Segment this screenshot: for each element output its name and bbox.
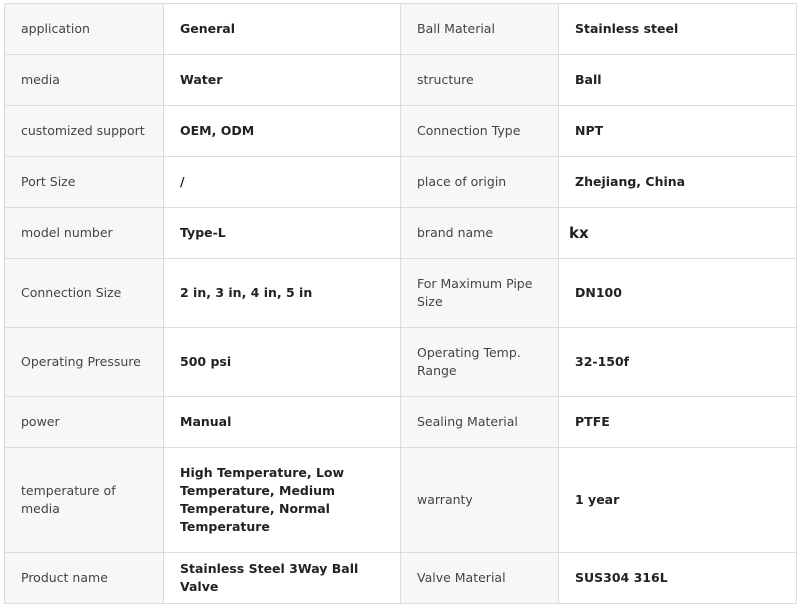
spec-value: DN100	[558, 258, 797, 328]
spec-label: temperature of media	[4, 447, 164, 553]
spec-row: Product name Stainless Steel 3Way Ball Va…	[4, 552, 797, 604]
spec-label: Valve Material	[400, 552, 559, 604]
spec-label: Operating Temp. Range	[400, 327, 559, 397]
spec-row: Operating Pressure 500 psi Operating Temp.…	[4, 327, 797, 397]
spec-label: warranty	[400, 447, 559, 553]
spec-value: 1 year	[558, 447, 797, 553]
spec-value: 32-150f	[558, 327, 797, 397]
spec-row: model number Type-L brand name kx	[4, 207, 797, 259]
spec-label: For Maximum Pipe Size	[400, 258, 559, 328]
spec-value: General	[163, 3, 401, 55]
spec-value: Stainless steel	[558, 3, 797, 55]
spec-label: application	[4, 3, 164, 55]
spec-label: place of origin	[400, 156, 559, 208]
spec-row: customized support OEM, ODM Connection Typ…	[4, 105, 797, 157]
spec-row: temperature of media High Temperature, Lo…	[4, 447, 797, 553]
spec-row: media Water structure Ball	[4, 54, 797, 106]
spec-label: media	[4, 54, 164, 106]
spec-value: Water	[163, 54, 401, 106]
spec-value: Stainless Steel 3Way Ball Valve	[163, 552, 401, 604]
spec-table: application General Ball Material Stainless…	[4, 3, 797, 604]
spec-value: SUS304 316L	[558, 552, 797, 604]
spec-label: Sealing Material	[400, 396, 559, 448]
spec-value: Manual	[163, 396, 401, 448]
spec-value: PTFE	[558, 396, 797, 448]
spec-label: Connection Size	[4, 258, 164, 328]
spec-label: power	[4, 396, 164, 448]
spec-value: OEM, ODM	[163, 105, 401, 157]
spec-value: Ball	[558, 54, 797, 106]
spec-value: 2 in, 3 in, 4 in, 5 in	[163, 258, 401, 328]
spec-label: Product name	[4, 552, 164, 604]
spec-value: kx	[558, 207, 797, 259]
spec-label: Ball Material	[400, 3, 559, 55]
spec-value: Zhejiang, China	[558, 156, 797, 208]
spec-label: Operating Pressure	[4, 327, 164, 397]
spec-value: Type-L	[163, 207, 401, 259]
spec-row: power Manual Sealing Material PTFE	[4, 396, 797, 448]
spec-row: application General Ball Material Stainless…	[4, 3, 797, 55]
spec-label: Connection Type	[400, 105, 559, 157]
spec-value: NPT	[558, 105, 797, 157]
spec-value: High Temperature, Low Temperature, Mediu…	[163, 447, 401, 553]
spec-label: Port Size	[4, 156, 164, 208]
spec-value: /	[163, 156, 401, 208]
spec-row: Port Size / place of origin Zhejiang, China	[4, 156, 797, 208]
spec-label: customized support	[4, 105, 164, 157]
spec-label: brand name	[400, 207, 559, 259]
spec-row: Connection Size 2 in, 3 in, 4 in, 5 in For…	[4, 258, 797, 328]
spec-label: model number	[4, 207, 164, 259]
spec-label: structure	[400, 54, 559, 106]
spec-value: 500 psi	[163, 327, 401, 397]
